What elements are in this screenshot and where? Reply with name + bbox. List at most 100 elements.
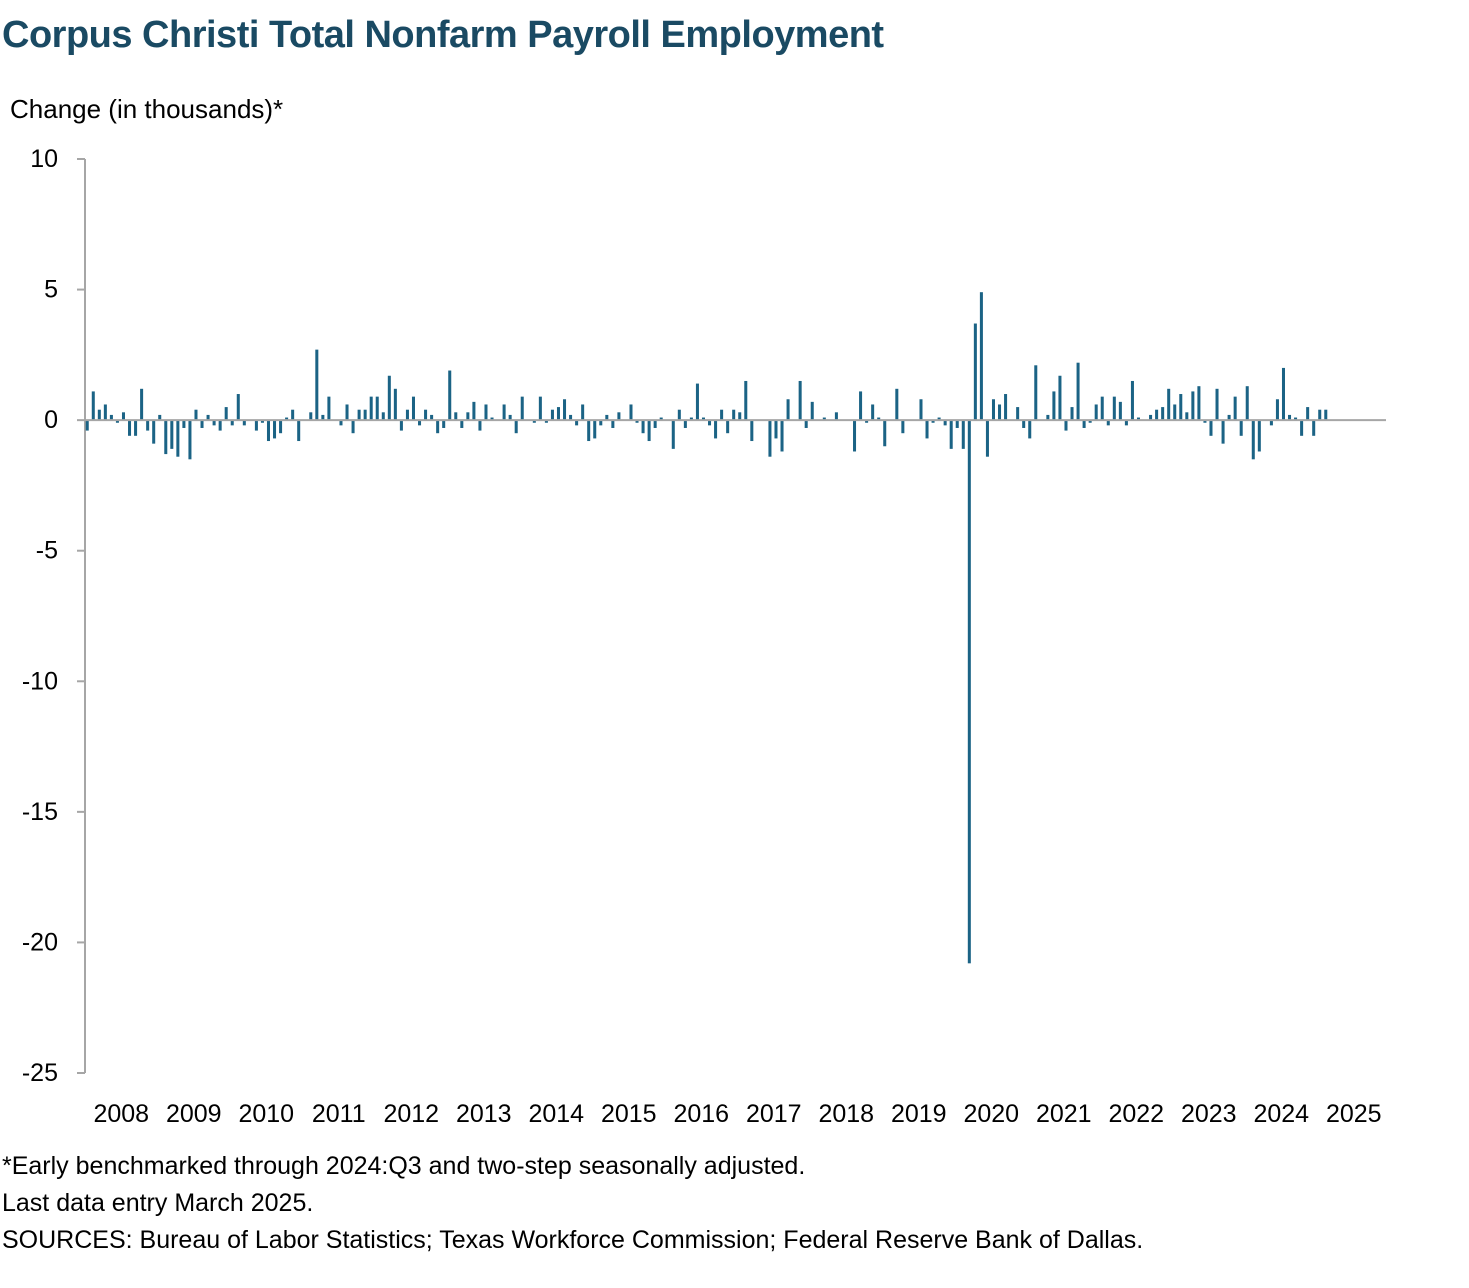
- bar: [1318, 409, 1322, 421]
- bar: [1294, 417, 1298, 421]
- bar: [659, 417, 663, 421]
- bar: [158, 414, 162, 421]
- bar: [991, 399, 995, 421]
- bar: [411, 396, 415, 421]
- x-tick-label: 2023: [1181, 1100, 1237, 1128]
- bar: [671, 420, 675, 449]
- bar: [254, 420, 258, 431]
- bar: [297, 420, 301, 442]
- bar: [720, 409, 724, 421]
- bar: [865, 420, 869, 423]
- x-tick-label: 2016: [673, 1100, 729, 1128]
- bar: [605, 414, 609, 421]
- x-tick-label: 2021: [1036, 1100, 1092, 1128]
- bar: [1227, 414, 1231, 421]
- bar: [454, 412, 458, 421]
- bar: [695, 383, 699, 421]
- bar: [955, 420, 959, 428]
- bar: [279, 420, 283, 434]
- bar: [260, 420, 264, 423]
- bar: [1082, 420, 1086, 428]
- bar: [285, 417, 289, 421]
- bar: [1106, 420, 1110, 426]
- y-axis-label: Change (in thousands)*: [10, 94, 284, 124]
- bar: [424, 409, 428, 421]
- y-tick-label: 5: [44, 276, 58, 304]
- bar: [750, 420, 754, 442]
- bar: [701, 417, 705, 421]
- bar: [140, 388, 144, 421]
- bar: [242, 420, 246, 426]
- bar: [1300, 420, 1304, 436]
- bar: [363, 409, 367, 421]
- x-tick-label: 2025: [1326, 1100, 1382, 1128]
- bar: [170, 420, 174, 449]
- bar: [1022, 420, 1026, 428]
- bar: [611, 420, 615, 428]
- bar: [1076, 362, 1080, 421]
- bar: [351, 420, 355, 434]
- bar: [490, 417, 494, 421]
- bar: [538, 396, 542, 421]
- bar: [442, 420, 446, 428]
- bar: [798, 380, 802, 421]
- bar: [460, 420, 464, 428]
- bar: [121, 412, 125, 421]
- bar: [393, 388, 397, 421]
- bar: [1058, 375, 1062, 421]
- x-tick-label: 2009: [166, 1100, 222, 1128]
- bar: [653, 420, 657, 428]
- bar: [291, 409, 295, 421]
- x-tick-label: 2019: [891, 1100, 947, 1128]
- y-tick-label: -10: [22, 667, 58, 695]
- bar: [188, 420, 192, 460]
- x-tick-label: 2014: [528, 1100, 584, 1128]
- bar: [266, 420, 270, 442]
- bar: [1324, 409, 1328, 421]
- x-tick-label: 2015: [601, 1100, 657, 1128]
- y-tick-label: -5: [36, 537, 58, 565]
- bar: [109, 414, 113, 421]
- bar: [1136, 417, 1140, 421]
- bar: [1100, 396, 1104, 421]
- bar: [1028, 420, 1032, 439]
- bar: [1149, 414, 1153, 421]
- bar: [273, 420, 277, 439]
- bar: [1046, 414, 1050, 421]
- bar: [883, 420, 887, 447]
- bar: [647, 420, 651, 442]
- x-tick-label: 2012: [383, 1100, 439, 1128]
- bar: [115, 420, 119, 423]
- bar: [345, 404, 349, 421]
- bar: [949, 420, 953, 449]
- bar: [1124, 420, 1128, 426]
- bar: [569, 414, 573, 421]
- bar: [683, 420, 687, 428]
- bar: [871, 404, 875, 421]
- bar: [375, 396, 379, 421]
- bar: [895, 388, 899, 421]
- bar: [206, 414, 210, 421]
- bar: [478, 420, 482, 431]
- bar: [973, 323, 977, 421]
- bar: [593, 420, 597, 439]
- bar: [877, 417, 881, 421]
- bar: [103, 404, 107, 421]
- note-last-entry: Last data entry March 2025.: [2, 1189, 314, 1217]
- bar: [532, 420, 536, 423]
- bar: [629, 404, 633, 421]
- bar: [1004, 394, 1008, 421]
- bar: [152, 420, 156, 444]
- bar: [97, 409, 101, 421]
- bar: [1052, 391, 1056, 421]
- y-tick-label: 0: [44, 406, 58, 434]
- bar: [979, 292, 983, 421]
- bar: [134, 420, 138, 436]
- bar: [689, 417, 693, 421]
- bar: [436, 420, 440, 434]
- bar: [176, 420, 180, 457]
- bar: [575, 420, 579, 426]
- bar: [919, 399, 923, 421]
- bar: [194, 409, 198, 421]
- bar: [381, 412, 385, 421]
